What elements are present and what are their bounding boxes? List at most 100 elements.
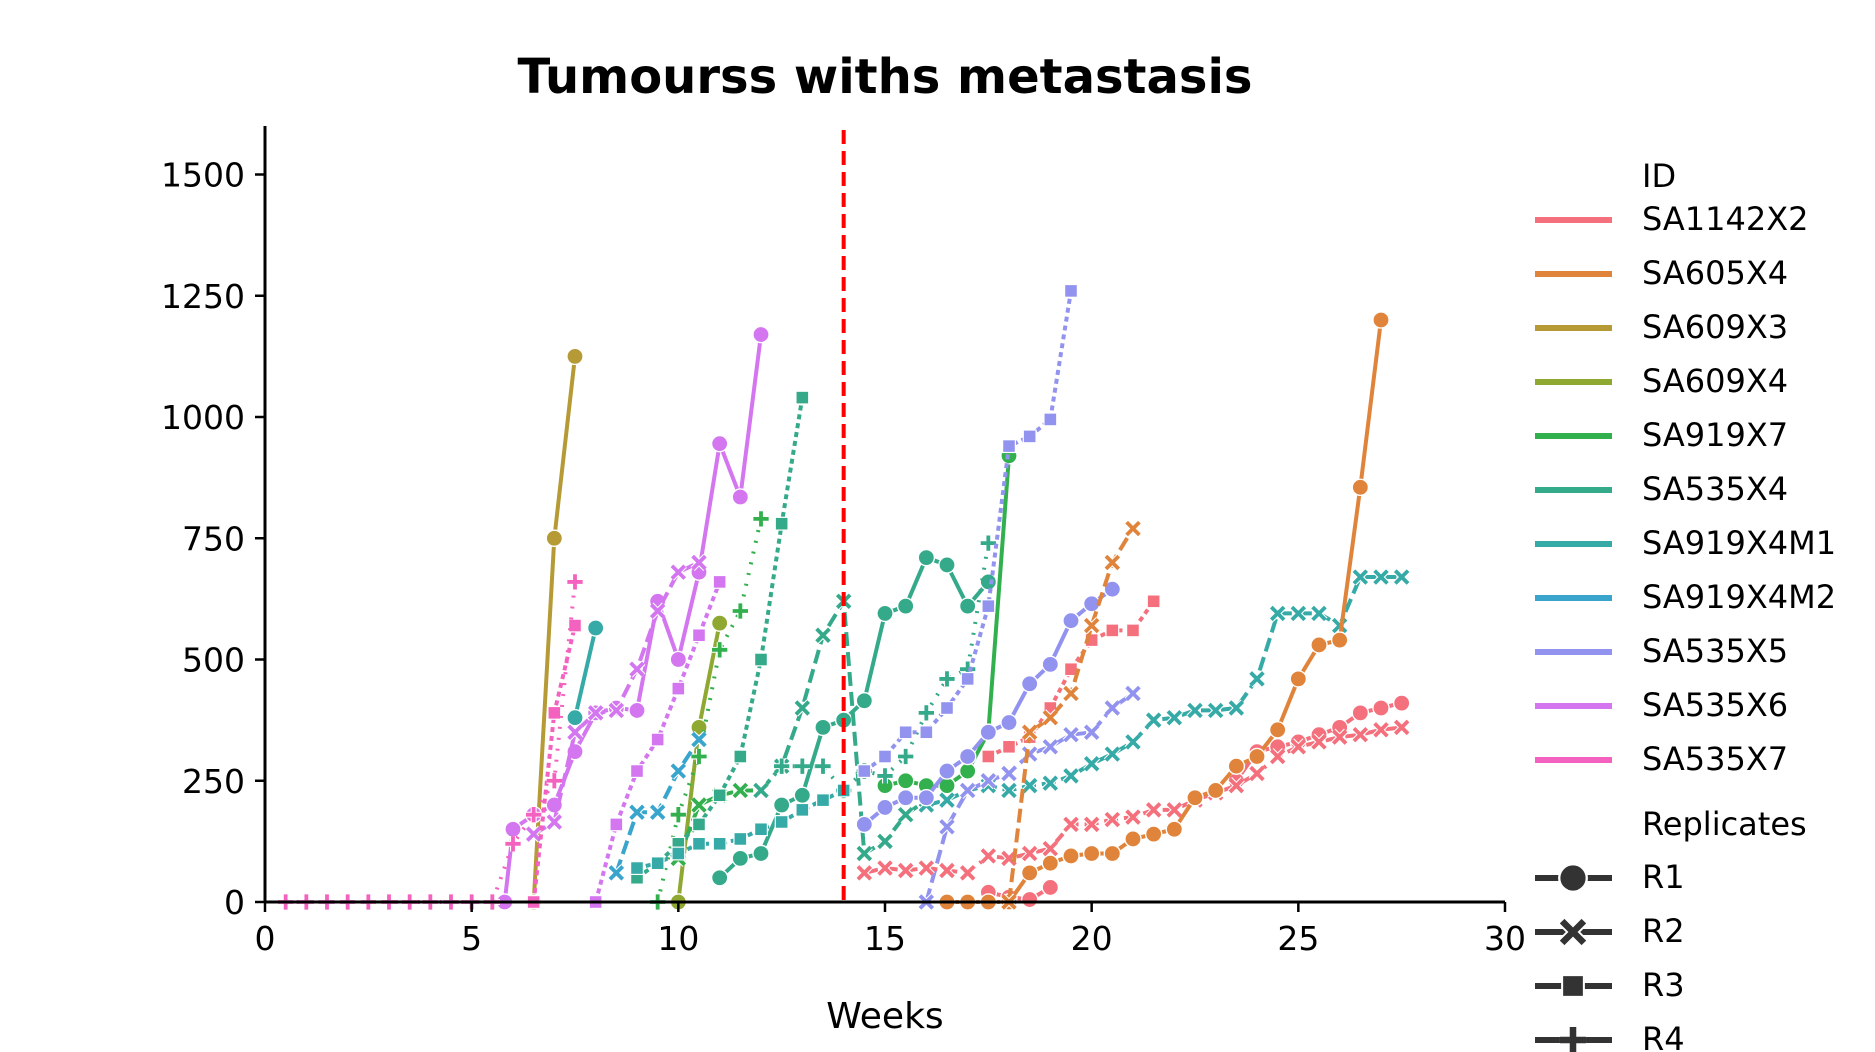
data-point-SA535X5-R1 — [876, 798, 894, 817]
x-tick-label: 30 — [1484, 919, 1526, 958]
data-point-SA535X5-R3 — [857, 764, 872, 779]
series-SA919X4M1-R3 — [630, 783, 851, 876]
data-point-SA1142X2-R2 — [938, 861, 956, 879]
series-SA1142X2-R2 — [855, 718, 1411, 882]
data-point-SA919X4M1-R3 — [712, 836, 727, 851]
data-point-SA535X5-R3 — [919, 725, 934, 740]
legend-label: R2 — [1642, 912, 1685, 950]
data-point-SA1142X2-R2 — [1331, 728, 1349, 746]
data-point-SA535X6-R1 — [669, 650, 688, 669]
data-point-SA535X4-R4 — [794, 758, 810, 774]
data-point-SA535X5-R2 — [1062, 726, 1080, 744]
data-point-SA535X5-R3 — [981, 599, 996, 614]
series-SA535X5-R1 — [855, 580, 1122, 834]
data-point-SA535X6-R3 — [671, 681, 686, 696]
data-point-SA535X4-R2 — [897, 806, 915, 824]
legend-marker — [1558, 917, 1588, 947]
data-point-SA919X4M1-R2 — [1083, 755, 1101, 773]
data-point-SA535X4-R2 — [855, 845, 873, 862]
x-tick-label: 10 — [657, 919, 699, 958]
legend-label: SA535X4 — [1642, 470, 1788, 508]
legend-label: SA919X7 — [1642, 416, 1788, 454]
data-point-SA919X4M1-R2 — [1372, 568, 1390, 586]
legend-item-SA1142X2: SA1142X2 — [1535, 200, 1809, 238]
data-point-SA1142X2-R2 — [1083, 815, 1101, 833]
data-point-SA1142X2-R1 — [1392, 694, 1411, 712]
series-line-SA919X7-R4 — [655, 518, 763, 903]
data-point-SA919X4M1-R1 — [566, 708, 584, 727]
data-point-SA535X6-R3 — [712, 574, 727, 589]
data-point-SA535X4-R3 — [795, 390, 810, 405]
data-point-SA919X4M2-R2 — [669, 762, 687, 780]
legend-marker — [1561, 974, 1585, 998]
data-point-SA535X4-R2 — [876, 832, 894, 850]
legend-replicate-R1: R1 — [1535, 858, 1685, 896]
data-point-SA919X4M1-R3 — [650, 856, 665, 871]
data-point-SA535X5-R2 — [1000, 764, 1018, 782]
legend-item-SA919X4M1: SA919X4M1 — [1535, 524, 1836, 562]
data-point-SA535X5-R2 — [979, 772, 997, 790]
data-point-SA535X4-R1 — [793, 786, 812, 805]
data-point-SA535X7-R4 — [526, 807, 542, 823]
data-point-SA605X4-R1 — [1289, 670, 1308, 688]
data-point-SA1142X2-R2 — [1165, 801, 1183, 819]
data-point-SA605X4-R2 — [1103, 554, 1121, 571]
series-line-SA605X4-R1 — [947, 319, 1383, 904]
data-point-SA535X4-R1 — [876, 604, 894, 623]
data-point-SA535X5-R3 — [1022, 429, 1037, 444]
data-point-SA1142X2-R2 — [1021, 845, 1039, 862]
data-point-SA535X5-R3 — [878, 749, 892, 764]
data-point-SA1142X2-R2 — [1248, 764, 1266, 782]
data-point-SA919X4M1-R3 — [692, 836, 706, 851]
data-point-SA535X4-R1 — [814, 718, 832, 737]
legend-label: SA535X6 — [1642, 686, 1788, 724]
series-SA535X6-R3 — [588, 574, 727, 909]
data-point-SA1142X2-R2 — [1269, 748, 1287, 765]
data-point-SA919X4M1-R2 — [1145, 711, 1163, 729]
data-point-SA609X4-R1 — [710, 614, 729, 632]
data-point-SA1142X2-R2 — [1227, 777, 1245, 795]
series-SA535X5-R2 — [917, 684, 1142, 911]
data-point-SA535X6-R2 — [587, 704, 605, 722]
data-point-SA919X4M1-R3 — [816, 793, 830, 808]
data-point-SA535X5-R1 — [917, 788, 936, 807]
data-point-SA1142X2-R2 — [917, 859, 935, 877]
data-point-SA535X5-R1 — [1000, 713, 1018, 732]
legend-label: SA605X4 — [1642, 254, 1788, 292]
data-point-SA1142X2-R2 — [1145, 801, 1163, 819]
chart-title: Tumourss withs metastasis — [518, 49, 1253, 105]
data-point-SA535X5-R3 — [1064, 283, 1078, 298]
data-point-SA919X4M1-R2 — [1041, 774, 1059, 792]
data-point-SA919X4M1-R3 — [774, 815, 789, 829]
data-point-SA535X4-R2 — [793, 699, 811, 717]
legend-label: SA535X5 — [1642, 632, 1788, 670]
data-point-SA1142X2-R3 — [981, 749, 996, 764]
data-point-SA1142X2-R2 — [1310, 733, 1328, 751]
data-point-SA535X6-R1 — [731, 488, 750, 506]
data-point-SA919X7-R1 — [896, 771, 915, 790]
data-point-SA535X5-R1 — [896, 788, 915, 807]
x-axis-label: Weeks — [826, 996, 943, 1037]
data-point-SA535X4-R1 — [917, 548, 936, 567]
data-point-SA919X4M1-R3 — [795, 802, 810, 817]
series-line-SA1142X2-R1 — [987, 885, 1052, 902]
data-point-SA605X4-R1 — [1165, 820, 1184, 839]
data-point-SA919X4M1-R2 — [1310, 604, 1328, 622]
data-point-SA605X4-R1 — [1268, 721, 1287, 739]
data-point-SA609X3-R1 — [545, 529, 564, 548]
data-point-SA919X4M2-R2 — [607, 864, 625, 882]
data-point-SA919X7-R2 — [731, 781, 749, 799]
legend-label: R1 — [1642, 858, 1685, 896]
data-point-SA1142X2-R2 — [855, 864, 873, 882]
data-point-SA919X7-R1 — [958, 762, 977, 780]
data-point-SA1142X2-R2 — [1372, 721, 1390, 739]
data-point-SA919X4M2-R2 — [690, 731, 708, 749]
data-point-SA535X5-R1 — [938, 762, 956, 780]
data-point-SA919X7-R4 — [753, 511, 769, 527]
data-point-SA535X4-R4 — [877, 768, 893, 784]
data-point-SA535X6-R3 — [692, 628, 706, 643]
legend-marker — [1559, 1026, 1587, 1052]
x-tick-label: 0 — [255, 919, 276, 958]
data-point-SA535X6-R2 — [566, 723, 584, 741]
legend-label: SA919X4M2 — [1642, 578, 1836, 616]
